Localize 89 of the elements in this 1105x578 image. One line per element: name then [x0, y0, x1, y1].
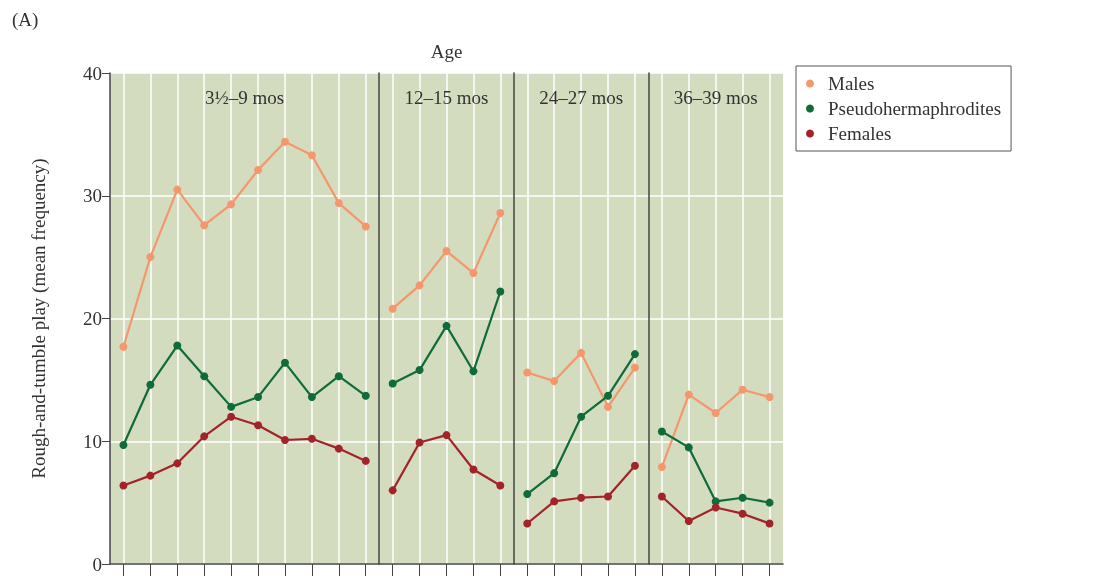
point — [415, 366, 424, 375]
point — [173, 185, 182, 194]
point — [684, 443, 693, 452]
y-tick-label: 40 — [83, 62, 102, 84]
point — [630, 461, 639, 470]
point — [334, 199, 343, 208]
point — [442, 431, 451, 440]
point — [604, 402, 613, 411]
point — [657, 427, 666, 436]
point — [254, 421, 263, 430]
point — [361, 456, 370, 465]
point — [200, 432, 209, 441]
point — [550, 377, 559, 386]
point — [738, 493, 747, 502]
point — [334, 372, 343, 381]
point — [334, 444, 343, 453]
legend-label: Pseudohermaphrodites — [828, 98, 1002, 119]
point — [765, 393, 774, 402]
annotation: 36–39 mos — [673, 87, 758, 108]
point — [200, 221, 209, 230]
point — [307, 434, 316, 443]
point — [684, 390, 693, 399]
point — [173, 459, 182, 468]
text: Age — [430, 41, 463, 62]
point — [657, 492, 666, 501]
point — [657, 463, 666, 472]
y-tick-label: 30 — [83, 185, 102, 207]
point — [496, 481, 505, 490]
y-tick-label: 20 — [83, 308, 102, 329]
point — [388, 379, 397, 388]
point — [415, 281, 424, 290]
point — [496, 208, 505, 217]
point — [523, 368, 532, 377]
point — [442, 246, 451, 255]
point — [550, 497, 559, 506]
point — [280, 137, 289, 146]
y-axis-title: Rough-and-tumble play (mean frequency) — [28, 158, 50, 479]
point — [550, 469, 559, 478]
point — [577, 412, 586, 421]
legend-label: Females — [828, 123, 892, 144]
point — [496, 287, 505, 296]
point — [630, 363, 639, 372]
point — [469, 269, 478, 278]
point — [227, 412, 236, 421]
point — [146, 253, 155, 262]
y-tick-label: 10 — [83, 430, 102, 452]
point — [280, 436, 289, 445]
annotation: 24–27 mos — [539, 87, 624, 108]
point — [361, 391, 370, 400]
point — [280, 358, 289, 367]
point — [469, 465, 478, 474]
point — [738, 385, 747, 394]
point — [415, 438, 424, 447]
point — [577, 493, 586, 502]
point — [711, 503, 720, 512]
point — [200, 372, 209, 381]
point — [604, 492, 613, 501]
point — [254, 393, 263, 402]
point — [254, 165, 263, 174]
point — [765, 498, 774, 507]
point — [604, 391, 613, 400]
point — [711, 409, 720, 418]
annotation: 3½–9 mos — [205, 87, 285, 108]
point — [523, 519, 532, 528]
legend-label: Males — [828, 73, 875, 94]
point — [173, 341, 182, 350]
point — [630, 350, 639, 359]
point — [119, 481, 128, 490]
point — [469, 367, 478, 376]
point — [227, 200, 236, 209]
point — [523, 490, 532, 499]
point — [227, 402, 236, 411]
point — [388, 486, 397, 495]
point — [442, 321, 451, 330]
point — [684, 517, 693, 526]
y-tick-label: 0 — [92, 553, 102, 575]
point — [307, 393, 316, 402]
point — [146, 380, 155, 389]
point — [119, 342, 128, 351]
text: (A) — [12, 9, 39, 31]
point — [146, 471, 155, 480]
point — [738, 509, 747, 518]
annotation: 12–15 mos — [404, 87, 489, 108]
point — [388, 304, 397, 313]
point — [119, 440, 128, 449]
point — [577, 348, 586, 357]
point — [307, 151, 316, 160]
point — [765, 519, 774, 528]
point — [361, 222, 370, 231]
